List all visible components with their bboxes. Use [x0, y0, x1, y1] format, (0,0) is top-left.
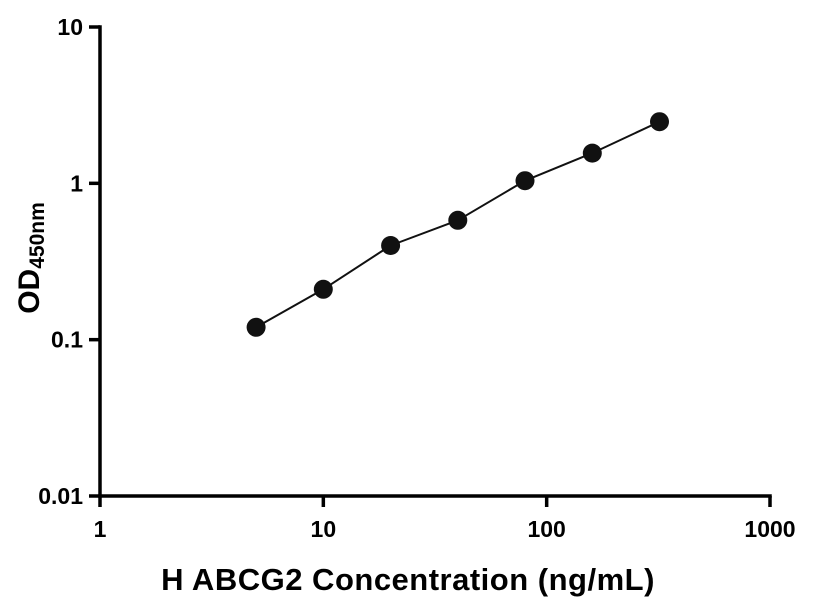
y-axis-title-main: OD	[13, 268, 46, 314]
y-tick-label: 0.1	[51, 327, 83, 353]
y-axis-title-subscript: 450nm	[26, 202, 49, 269]
y-tick-label: 10	[57, 14, 83, 40]
x-axis-title: H ABCG2 Concentration (ng/mL)	[161, 562, 655, 597]
y-tick-label: 0.01	[38, 483, 83, 509]
x-tick-label: 1000	[744, 516, 795, 542]
y-axis-title: OD450nm	[10, 146, 50, 370]
data-point	[448, 210, 468, 230]
data-point	[246, 317, 266, 337]
y-tick-label: 1	[70, 170, 83, 196]
data-point	[381, 236, 401, 255]
data-point	[515, 171, 535, 191]
x-tick-label: 10	[311, 516, 337, 542]
data-point	[313, 279, 333, 299]
x-tick-label: 1	[94, 516, 107, 542]
x-tick-label: 100	[527, 516, 565, 542]
data-point	[650, 112, 669, 132]
data-point	[582, 143, 602, 163]
